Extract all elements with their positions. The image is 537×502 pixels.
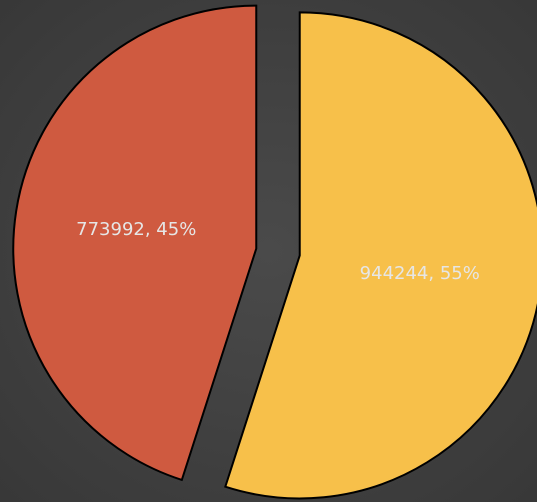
data-label: 773992, 45% bbox=[76, 219, 196, 240]
pie-slice bbox=[224, 11, 537, 500]
data-label: 944244, 55% bbox=[360, 263, 480, 284]
pie-slice bbox=[12, 4, 258, 482]
